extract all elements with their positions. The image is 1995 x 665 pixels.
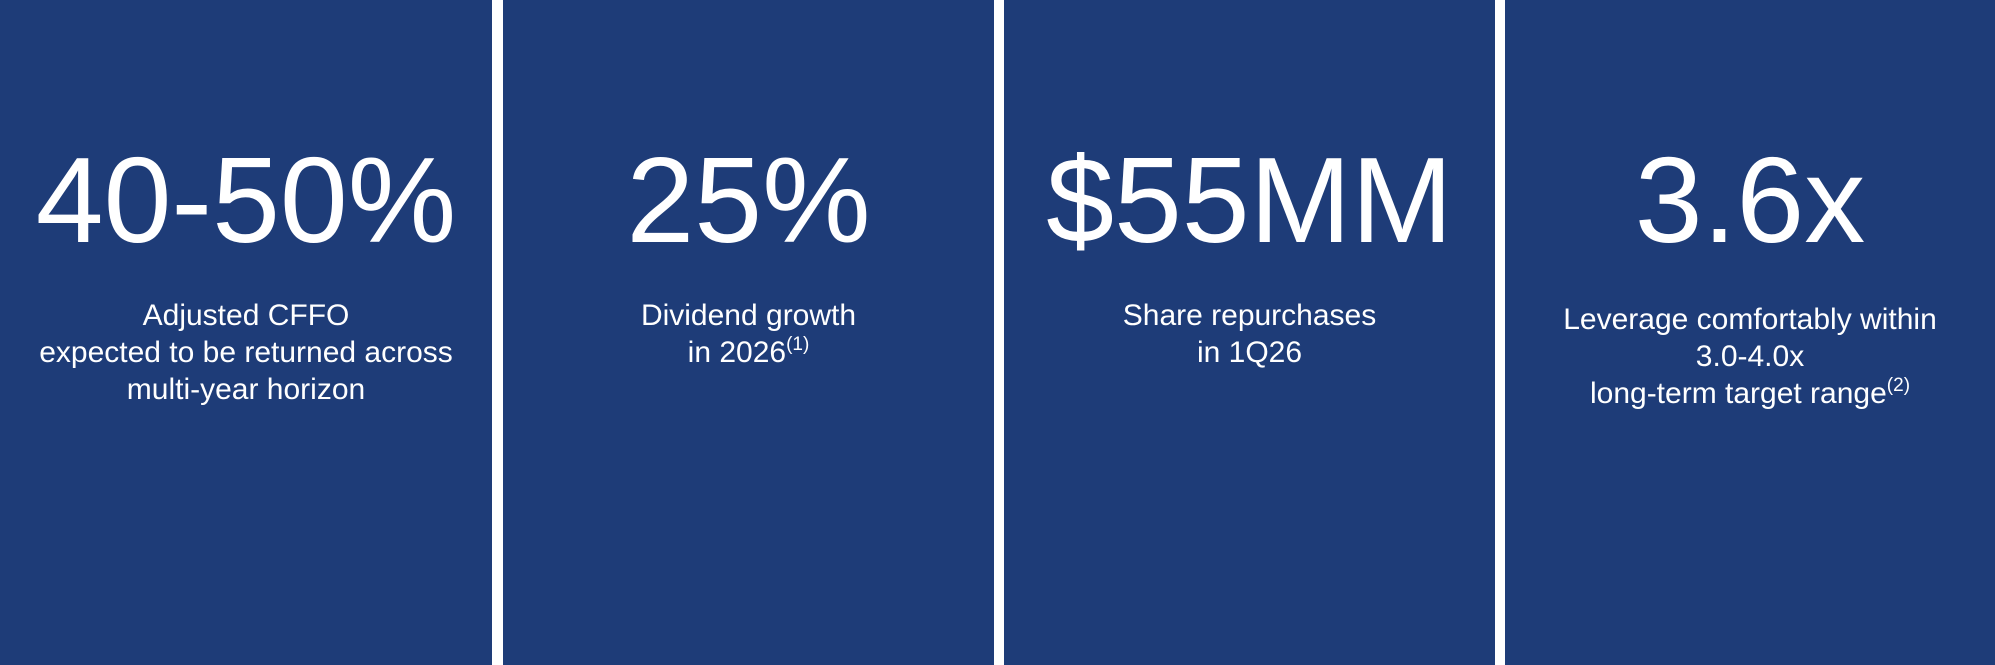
description-line: expected to be returned across [0, 334, 492, 371]
stat-panel: 25% Dividend growth in 2026(1) [503, 0, 994, 665]
headline: 25% [626, 132, 871, 268]
description-text: in 2026 [687, 336, 787, 369]
description-line: multi-year horizon [0, 371, 492, 408]
description: Adjusted CFFO expected to be returned acr… [0, 297, 492, 408]
footnote-ref: (2) [1886, 375, 1911, 396]
description-line: Adjusted CFFO [0, 297, 492, 334]
description-line: Leverage comfortably within [1505, 301, 1995, 338]
description-text: Share repurchases [1122, 299, 1377, 332]
description-text: 3.0-4.0x [1695, 340, 1805, 373]
description-text: Leverage comfortably within [1563, 303, 1937, 336]
stat-panel: $55MM Share repurchases in 1Q26 [1004, 0, 1495, 665]
stat-panel: 3.6x Leverage comfortably within 3.0-4.0x l… [1505, 0, 1995, 665]
footnote-ref: (1) [786, 334, 810, 355]
description: Share repurchases in 1Q26 [1004, 297, 1495, 371]
description-line: in 2026(1) [503, 334, 994, 371]
headline: $55MM [1046, 132, 1453, 268]
description-line: long-term target range(2) [1505, 375, 1995, 412]
description-line: in 1Q26 [1004, 334, 1495, 371]
description-text: expected to be returned across [39, 336, 453, 369]
description-text: in 1Q26 [1196, 336, 1303, 369]
stat-panel: 40-50% Adjusted CFFO expected to be return… [0, 0, 492, 665]
description-line: 3.0-4.0x [1505, 338, 1995, 375]
description-line: Dividend growth [503, 297, 994, 334]
headline: 3.6x [1634, 132, 1866, 268]
description-text: Dividend growth [640, 299, 857, 332]
description-text: multi-year horizon [126, 373, 366, 406]
headline: 40-50% [35, 132, 457, 268]
description-text: long-term target range [1589, 377, 1887, 410]
description-line: Share repurchases [1004, 297, 1495, 334]
description: Leverage comfortably within 3.0-4.0x long-… [1505, 301, 1995, 412]
description: Dividend growth in 2026(1) [503, 297, 994, 371]
description-text: Adjusted CFFO [142, 299, 350, 332]
